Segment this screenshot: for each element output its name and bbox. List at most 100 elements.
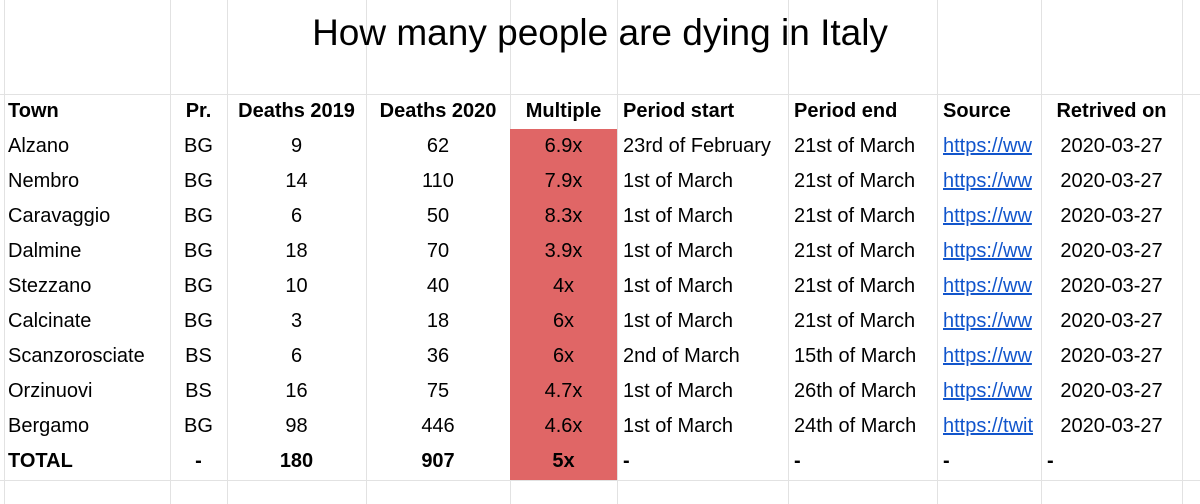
deaths-2020-cell[interactable]: 110: [422, 170, 454, 192]
deaths-2019-cell[interactable]: 14: [285, 170, 308, 192]
province-cell[interactable]: BS: [185, 345, 212, 367]
header-deaths-2019[interactable]: Deaths 2019: [238, 100, 355, 122]
total-period-start-cell[interactable]: -: [623, 450, 630, 472]
province-cell[interactable]: BG: [184, 240, 213, 262]
period-start-cell[interactable]: 1st of March: [623, 415, 734, 437]
retrieved-on-cell[interactable]: 2020-03-27: [1060, 275, 1163, 297]
period-end-cell[interactable]: 21st of March: [794, 240, 916, 262]
header-multiple[interactable]: Multiple: [525, 100, 602, 122]
retrieved-on-cell[interactable]: 2020-03-27: [1060, 345, 1163, 367]
town-cell[interactable]: Nembro: [8, 170, 80, 192]
deaths-2019-cell[interactable]: 6: [290, 205, 303, 227]
source-link[interactable]: https://ww: [937, 339, 1041, 374]
multiple-cell[interactable]: 3.9x: [544, 240, 583, 262]
period-end-cell[interactable]: 15th of March: [794, 345, 917, 367]
town-cell[interactable]: Alzano: [8, 135, 70, 157]
source-link[interactable]: https://ww: [937, 374, 1041, 409]
source-url-link[interactable]: https://ww: [943, 205, 1032, 227]
total-retrieved-on-cell[interactable]: -: [1047, 450, 1054, 472]
header-source[interactable]: Source: [943, 100, 1011, 122]
period-end-cell[interactable]: 24th of March: [794, 415, 917, 437]
total-deaths-2019-cell[interactable]: 180: [279, 450, 314, 472]
town-cell[interactable]: Scanzorosciate: [8, 345, 145, 367]
period-start-cell[interactable]: 1st of March: [623, 240, 734, 262]
header-deaths-2020[interactable]: Deaths 2020: [379, 100, 497, 122]
deaths-2020-cell[interactable]: 50: [426, 205, 450, 227]
town-cell[interactable]: Stezzano: [8, 275, 92, 297]
source-link[interactable]: https://ww: [937, 234, 1041, 269]
deaths-2019-cell[interactable]: 16: [285, 380, 308, 402]
header-retrieved-on[interactable]: Retrived on: [1056, 100, 1167, 122]
deaths-2020-cell[interactable]: 36: [426, 345, 450, 367]
sheet-title[interactable]: How many people are dying in Italy: [312, 12, 888, 53]
source-url-link[interactable]: https://ww: [943, 170, 1032, 192]
multiple-cell[interactable]: 6x: [552, 345, 575, 367]
period-end-cell[interactable]: 21st of March: [794, 310, 916, 332]
source-link[interactable]: https://ww: [937, 304, 1041, 339]
period-end-cell[interactable]: 21st of March: [794, 205, 916, 227]
town-cell[interactable]: Caravaggio: [8, 205, 111, 227]
province-cell[interactable]: BS: [185, 380, 212, 402]
deaths-2020-cell[interactable]: 75: [426, 380, 450, 402]
town-cell[interactable]: Bergamo: [8, 415, 90, 437]
period-start-cell[interactable]: 1st of March: [623, 205, 734, 227]
header-period-start[interactable]: Period start: [623, 100, 735, 122]
multiple-cell[interactable]: 6x: [552, 310, 575, 332]
source-url-link[interactable]: https://ww: [943, 135, 1032, 157]
deaths-2019-cell[interactable]: 3: [290, 310, 303, 332]
total-multiple-cell[interactable]: 5x: [552, 450, 575, 472]
retrieved-on-cell[interactable]: 2020-03-27: [1060, 415, 1163, 437]
deaths-2019-cell[interactable]: 6: [290, 345, 303, 367]
total-source-cell[interactable]: -: [943, 450, 950, 472]
retrieved-on-cell[interactable]: 2020-03-27: [1060, 205, 1163, 227]
total-province-cell[interactable]: -: [195, 450, 202, 472]
multiple-cell[interactable]: 7.9x: [544, 170, 583, 192]
multiple-cell[interactable]: 4.7x: [544, 380, 583, 402]
source-url-link[interactable]: https://ww: [943, 345, 1032, 367]
source-url-link[interactable]: https://ww: [943, 275, 1032, 297]
province-cell[interactable]: BG: [184, 415, 213, 437]
source-url-link[interactable]: https://ww: [943, 310, 1032, 332]
multiple-cell[interactable]: 8.3x: [544, 205, 583, 227]
retrieved-on-cell[interactable]: 2020-03-27: [1060, 170, 1163, 192]
deaths-2020-cell[interactable]: 40: [426, 275, 450, 297]
source-url-link[interactable]: https://twit: [943, 415, 1034, 437]
province-cell[interactable]: BG: [184, 135, 213, 157]
period-end-cell[interactable]: 21st of March: [794, 275, 916, 297]
multiple-cell[interactable]: 4x: [552, 275, 575, 297]
period-start-cell[interactable]: 1st of March: [623, 170, 734, 192]
province-cell[interactable]: BG: [184, 310, 213, 332]
town-cell[interactable]: Dalmine: [8, 240, 82, 262]
province-cell[interactable]: BG: [184, 170, 213, 192]
period-start-cell[interactable]: 1st of March: [623, 380, 734, 402]
period-start-cell[interactable]: 2nd of March: [623, 345, 740, 367]
deaths-2020-cell[interactable]: 446: [421, 415, 455, 437]
deaths-2019-cell[interactable]: 18: [285, 240, 308, 262]
multiple-cell[interactable]: 6.9x: [544, 135, 583, 157]
period-end-cell[interactable]: 21st of March: [794, 170, 916, 192]
source-link[interactable]: https://ww: [937, 164, 1041, 199]
town-cell[interactable]: Calcinate: [8, 310, 92, 332]
period-end-cell[interactable]: 26th of March: [794, 380, 917, 402]
source-url-link[interactable]: https://ww: [943, 380, 1032, 402]
total-deaths-2020-cell[interactable]: 907: [421, 450, 455, 472]
header-province[interactable]: Pr.: [185, 100, 212, 122]
retrieved-on-cell[interactable]: 2020-03-27: [1060, 135, 1163, 157]
period-start-cell[interactable]: 23rd of February: [623, 135, 771, 157]
period-start-cell[interactable]: 1st of March: [623, 275, 734, 297]
deaths-2020-cell[interactable]: 18: [426, 310, 450, 332]
source-link[interactable]: https://twit: [937, 409, 1041, 444]
source-link[interactable]: https://ww: [937, 199, 1041, 234]
deaths-2020-cell[interactable]: 62: [426, 135, 450, 157]
header-town[interactable]: Town: [8, 100, 59, 122]
period-end-cell[interactable]: 21st of March: [794, 135, 916, 157]
deaths-2019-cell[interactable]: 10: [285, 275, 308, 297]
multiple-cell[interactable]: 4.6x: [544, 415, 583, 437]
deaths-2019-cell[interactable]: 9: [290, 135, 303, 157]
period-start-cell[interactable]: 1st of March: [623, 310, 734, 332]
retrieved-on-cell[interactable]: 2020-03-27: [1060, 240, 1163, 262]
source-link[interactable]: https://ww: [937, 269, 1041, 304]
province-cell[interactable]: BG: [184, 275, 213, 297]
deaths-2019-cell[interactable]: 98: [285, 415, 308, 437]
town-cell[interactable]: Orzinuovi: [8, 380, 93, 402]
